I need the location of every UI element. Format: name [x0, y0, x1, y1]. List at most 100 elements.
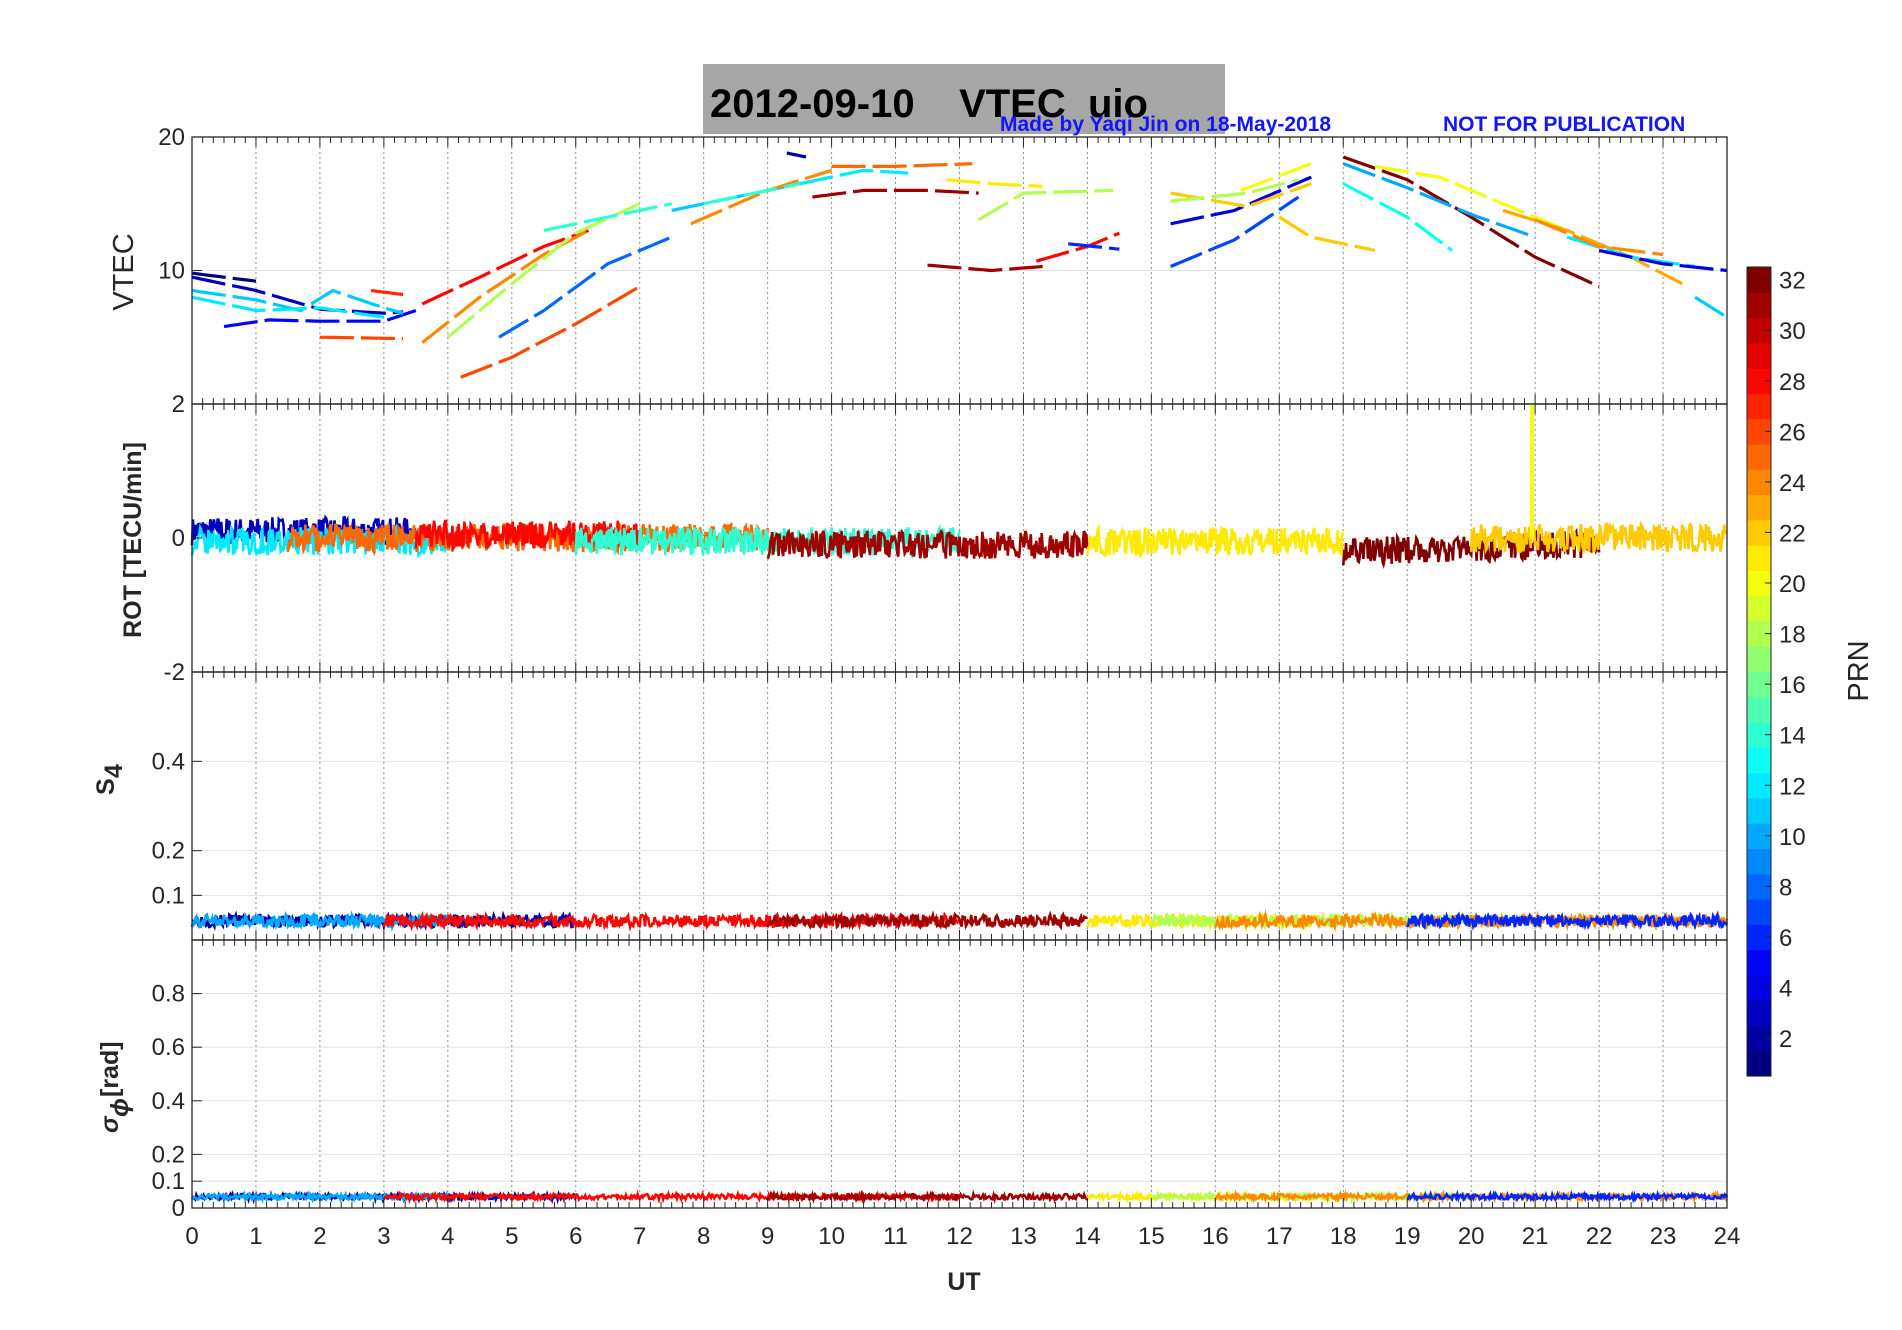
sigma-phi-ytick-label: 0.8 [152, 981, 185, 1008]
vtec-series-prn-31 [927, 263, 1043, 273]
colorbar-tick-label: 26 [1779, 419, 1806, 446]
vtec-series-prn-18 [446, 202, 641, 339]
vtec-series-prn-31 [812, 188, 979, 199]
vtec-series-prn-25 [831, 162, 973, 168]
s4-ytick-label: 0.2 [152, 838, 185, 865]
sigma-phi-ylabel: σ ϕ [rad] [96, 1041, 134, 1133]
vtec-series-prn-20 [1374, 164, 1568, 232]
x-tick-label: 12 [946, 1223, 973, 1250]
vtec-series-prn-2 [786, 151, 807, 159]
vtec-series-prn-23 [1502, 208, 1683, 286]
colorbar-tick-label: 18 [1779, 622, 1806, 649]
sigma-phi-series-prn-31 [766, 1189, 1089, 1205]
colorbar-band-27 [1747, 393, 1771, 420]
credit-note: Made by Yaqi Jin on 18-May-2018 [1000, 113, 1331, 136]
vtec-series-prn-24 [1534, 218, 1664, 257]
vtec-series-prn-11 [1694, 295, 1728, 319]
s4-series-prn-24 [1214, 909, 1729, 933]
rot-ytick-label: 0 [172, 525, 185, 552]
colorbar-band-9 [1747, 848, 1771, 875]
colorbar-band-3 [1747, 1000, 1771, 1027]
x-tick-label: 6 [569, 1223, 582, 1250]
x-tick-label: 18 [1330, 1223, 1357, 1250]
colorbar-band-1 [1747, 1050, 1771, 1077]
vtec-series-prn-28 [421, 228, 590, 306]
colorbar-band-11 [1747, 797, 1771, 824]
x-tick-label: 15 [1138, 1223, 1165, 1250]
vtec-series-prn-18 [977, 188, 1114, 222]
x-tick-label: 19 [1394, 1223, 1421, 1250]
colorbar-band-19 [1747, 595, 1771, 622]
x-axis-label: UT [947, 1268, 980, 1296]
s4-series-prn-31 [766, 910, 1088, 931]
x-tick-label: 22 [1586, 1223, 1613, 1250]
vtec-series-prn-26 [460, 285, 641, 379]
vtec-series-prn-32 [1342, 155, 1600, 288]
colorbar-tick-label: 28 [1779, 369, 1806, 396]
x-tick-label: 1 [249, 1223, 262, 1250]
colorbar-tick-label: 16 [1779, 672, 1806, 699]
s4-ytick-label: 0.4 [152, 748, 185, 775]
colorbar-band-31 [1747, 292, 1771, 319]
x-tick-label: 7 [633, 1223, 646, 1250]
vtec-series-prn-11 [191, 288, 404, 315]
rot-panel: 2 0 -2 [164, 391, 1729, 686]
x-tick-label: 23 [1650, 1223, 1677, 1250]
rot-ylabel: ROT [TECU/min] [119, 442, 147, 638]
svg-text:S: S [92, 778, 120, 795]
vtec-series-prn-6 [1068, 242, 1120, 251]
s4-panel: 0.1 0.2 0.4 [152, 671, 1729, 941]
x-tick-label: 0 [185, 1223, 198, 1250]
vtec-series-prn-24 [690, 168, 833, 226]
rot-series-prn-22 [1469, 520, 1729, 556]
vtec-series-prn-12 [191, 295, 385, 319]
vtec-ylabel: VTEC [108, 233, 140, 310]
s4-series-prn-28 [382, 910, 960, 932]
vtec-series-prn-28 [1035, 231, 1121, 263]
vtec-series-prn-5 [223, 309, 417, 329]
vtec-series-prn-20 [1240, 162, 1312, 192]
x-tick-label: 9 [761, 1223, 774, 1250]
x-tick-label: 5 [505, 1223, 518, 1250]
vtec-series-prn-22 [1278, 215, 1376, 253]
vtec-series-prn-14 [543, 202, 673, 232]
vtec-series-prn-8 [498, 235, 673, 339]
colorbar-band-17 [1747, 646, 1771, 673]
colorbar-band-21 [1747, 545, 1771, 571]
x-tick-label: 20 [1458, 1223, 1485, 1250]
vtec-series-prn-1 [191, 271, 257, 283]
colorbar-tick-label: 6 [1779, 925, 1792, 952]
sigma-phi-series-prn-6 [1406, 1189, 1729, 1204]
x-tick-label: 21 [1522, 1223, 1549, 1250]
colorbar-tick-label: 30 [1779, 318, 1806, 345]
sigma-phi-panel: 00.10.20.40.60.80 1 2 3 4 5 6 7 8 9 10 11 12 13 14 15 16… [152, 939, 1740, 1250]
colorbar-tick-label: 24 [1779, 470, 1806, 497]
vtec-series-prn-10 [1342, 162, 1536, 239]
colorbar-tick-label: 14 [1779, 723, 1806, 750]
vtec-ytick-label: 10 [158, 258, 185, 285]
x-tick-label: 8 [697, 1223, 710, 1250]
rot-series-prn-32 [1342, 527, 1601, 570]
rot-series-prn-21 [1086, 523, 1345, 559]
vtec-series-prn-24 [421, 229, 590, 344]
s4-ytick-label: 0.1 [152, 882, 185, 909]
colorbar-tick-label: 4 [1779, 976, 1792, 1003]
vtec-series-prn-21 [946, 178, 1043, 188]
colorbar-band-29 [1747, 342, 1771, 369]
colorbar-band-25 [1747, 443, 1771, 470]
sigma-phi-ytick-label: 0.4 [152, 1088, 185, 1115]
vtec-series-prn-7 [1169, 195, 1300, 268]
publication-notice: NOT FOR PUBLICATION [1443, 113, 1685, 136]
svg-text:[rad]: [rad] [96, 1041, 124, 1097]
colorbar-tick-label: 10 [1779, 824, 1806, 851]
colorbar-band-7 [1747, 899, 1771, 925]
sigma-phi-ytick-label: 0 [172, 1195, 185, 1222]
colorbar-tick-label: 12 [1779, 773, 1806, 800]
colorbar-tick-label: 2 [1779, 1026, 1792, 1053]
x-tick-label: 11 [883, 1223, 908, 1250]
rot-series-prn-31 [766, 528, 1089, 560]
colorbar-tick-label: 22 [1779, 520, 1806, 547]
svg-text:σ: σ [96, 1115, 124, 1133]
vtec-series-prn-13 [1342, 182, 1453, 252]
